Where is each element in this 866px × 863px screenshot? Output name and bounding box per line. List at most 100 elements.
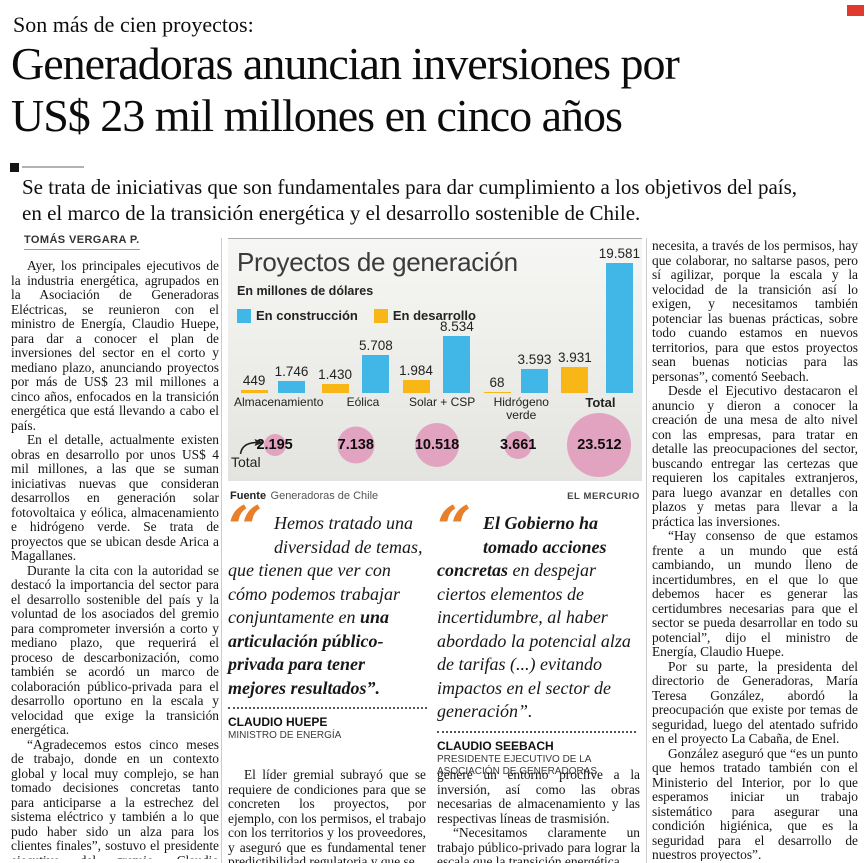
total-annotation-label: Total	[231, 454, 261, 470]
paragraph: Desde el Ejecutivo destacaron el anuncio…	[652, 383, 858, 529]
quote-regular: en despejar ciertos elementos de incerti…	[437, 560, 631, 721]
bar-value-label: 1.746	[274, 364, 309, 379]
paragraph: Ayer, los principales ejecutivos de la i…	[11, 259, 219, 433]
quote-mark-icon: “	[437, 494, 472, 564]
paragraph: Por su parte, la presidenta del director…	[652, 658, 858, 746]
bar-value-label: 1.984	[399, 363, 433, 378]
total-circle-value: 7.138	[337, 437, 374, 453]
paragraph: Durante la cita con la autoridad se dest…	[11, 562, 219, 737]
chart-subtitle: En millones de dólares	[237, 284, 374, 298]
bar-group: 1.430 5.708	[315, 338, 396, 393]
legend-item: En construcción	[237, 308, 358, 323]
bar-chart: 449 1.746 1.430 5.708 1.984 8.534 68 3.593 3.931…	[234, 239, 640, 393]
headline: Generadoras anuncian inversiones por US$…	[11, 38, 680, 141]
paragraph: genere un entorno proclive a la inversió…	[437, 768, 640, 826]
column-rule-right	[646, 238, 647, 863]
bar-value-label: 1.430	[318, 367, 352, 382]
total-circle-cell: 10.518	[396, 413, 477, 477]
total-circle	[415, 423, 459, 467]
quote-mark-icon: “	[228, 494, 263, 564]
category-label: Total	[585, 395, 616, 410]
total-circle-cell: 7.138	[315, 413, 396, 477]
paragraph: En el detalle, actualmente existen obras…	[11, 432, 219, 563]
bar	[362, 355, 390, 393]
total-circle	[504, 431, 533, 459]
byline: TOMÁS VERGARA P.	[24, 234, 140, 250]
category-label: Solar + CSP	[408, 395, 476, 409]
bar-value-label: 8.534	[439, 319, 474, 334]
quote-text: “El Gobierno ha tomado acciones concreta…	[437, 494, 636, 724]
quote-author-role: PRESIDENTE EJECUTIVO DE LA ASOCIACIÓN DE…	[437, 753, 598, 777]
bar	[240, 390, 268, 393]
source-name: Generadoras de Chile	[270, 490, 379, 502]
paragraph: necesita, a través de los permisos, hay …	[652, 239, 858, 384]
paragraph: “Agradecemos estos cinco meses de trabaj…	[11, 736, 219, 859]
bar	[321, 384, 349, 393]
legend-swatch-construccion	[237, 308, 251, 323]
category-label: Almacenamiento	[234, 395, 324, 409]
column-rule-left	[221, 238, 222, 863]
bar-value-label: 19.581	[598, 246, 641, 261]
total-annotation: Total	[231, 439, 277, 470]
curved-arrow-icon	[239, 439, 264, 455]
quote-bold: una articulación público-privada para te…	[228, 607, 389, 698]
bar-value-label: 3.593	[517, 352, 552, 367]
totals-circles: 2.195 7.138 10.518 3.661 23.512	[234, 413, 640, 477]
bar-group: 3.931 19.581	[558, 246, 640, 393]
paragraph: El líder gremial subrayó que se requiere…	[228, 768, 426, 863]
mid-left-column: El líder gremial subrayó que se requiere…	[228, 768, 426, 863]
total-circle-value: 23.512	[577, 437, 622, 453]
quote-author: CLAUDIO HUEPE	[228, 715, 328, 729]
total-circle-value: 3.661	[500, 437, 537, 453]
pull-quote-seebach: “El Gobierno ha tomado acciones concreta…	[437, 494, 636, 778]
quote-text: “Hemos tratado una diversidad de temas, …	[228, 494, 427, 700]
headline-dash	[22, 166, 84, 168]
quote-divider	[228, 707, 427, 709]
legend-item: En desarrollo	[373, 308, 476, 323]
bar-value-label: 5.708	[358, 338, 393, 353]
bar	[561, 367, 589, 393]
paragraph: “Hay consenso de que estamos frente a un…	[652, 528, 858, 659]
pull-quote-huepe: “Hemos tratado una diversidad de temas, …	[228, 494, 427, 742]
quote-bold: El Gobierno ha tomado acciones concretas	[437, 513, 607, 580]
quote-author: CLAUDIO SEEBACH	[437, 738, 554, 753]
bar	[402, 380, 430, 393]
paragraph: González aseguró que “es un punto que he…	[652, 745, 858, 861]
headline-bullet	[10, 163, 19, 172]
corner-flag	[847, 5, 864, 16]
bar	[520, 369, 548, 393]
quote-divider	[437, 730, 636, 733]
bar	[277, 381, 305, 393]
legend-swatch-desarrollo	[373, 308, 388, 323]
newspaper-credit: EL MERCURIO	[567, 491, 640, 502]
bar-group: 1.984 8.534	[396, 319, 477, 393]
chart-legend: En construcción En desarrollo	[237, 308, 476, 323]
deck: Se trata de iniciativas que son fundamen…	[22, 175, 798, 226]
total-circle-cell: 3.661	[478, 413, 559, 477]
bar-value-label: 68	[489, 375, 505, 390]
total-circle-value: 10.518	[414, 437, 460, 453]
chart-source: Fuente Generadoras de Chile	[230, 486, 378, 504]
right-column: necesita, a través de los permisos, hay …	[652, 239, 858, 861]
legend-label: En construcción	[256, 308, 358, 323]
total-circle-cell: 23.512	[559, 413, 640, 477]
source-label: Fuente	[230, 490, 267, 502]
quote-author-role: MINISTRO DE ENERGÍA	[228, 730, 342, 741]
total-circle	[337, 426, 375, 464]
category-label: Eólica	[346, 395, 380, 409]
mid-right-column: genere un entorno proclive a la inversió…	[437, 768, 640, 863]
bar-group: 449 1.746	[234, 364, 315, 393]
bar-value-label: 449	[242, 373, 266, 388]
paragraph: “Necesitamos claramente un trabajo públi…	[437, 825, 640, 863]
total-circle-value: 2.195	[256, 437, 293, 453]
kicker: Son más de cien proyectos:	[13, 12, 254, 37]
legend-label: En desarrollo	[392, 308, 476, 323]
left-column: Ayer, los principales ejecutivos de la i…	[11, 259, 219, 859]
total-circle	[567, 413, 632, 477]
bar-value-label: 3.931	[557, 350, 592, 365]
category-axis: Almacenamiento Eólica Solar + CSP Hidrógeno…	[234, 396, 640, 422]
chart-source-row: Fuente Generadoras de Chile EL MERCURIO	[230, 486, 640, 504]
chart-panel: Proyectos de generación En millones de d…	[228, 238, 642, 481]
bar	[443, 336, 471, 393]
